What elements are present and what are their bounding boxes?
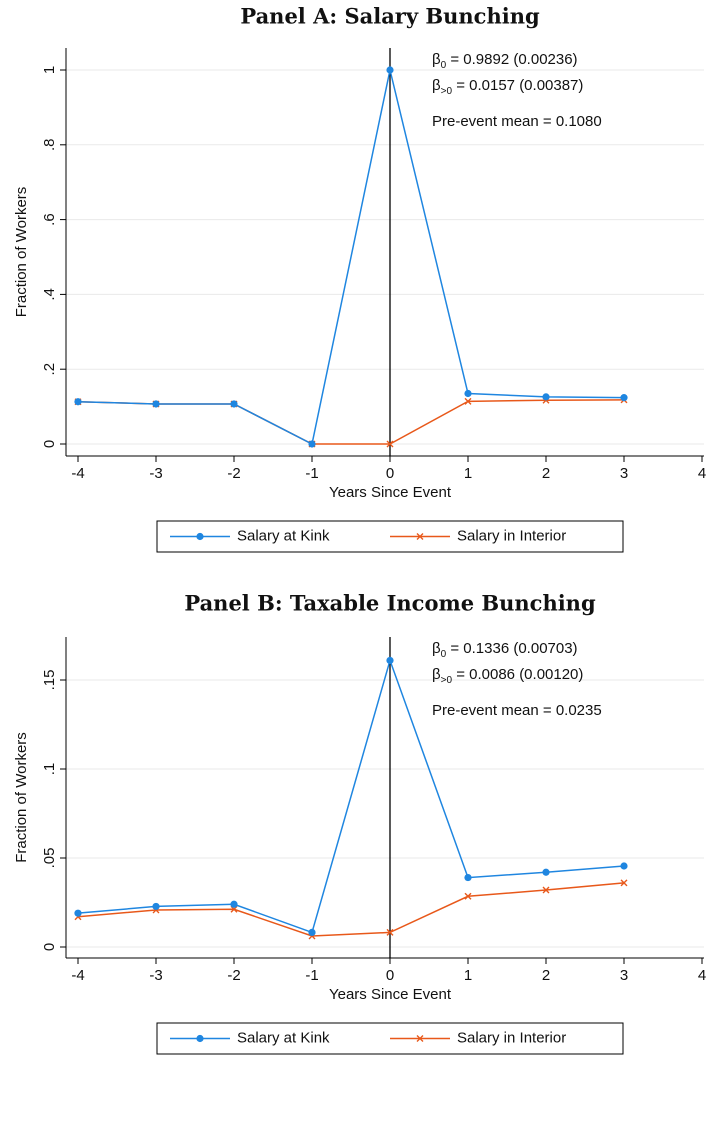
point — [152, 400, 160, 408]
legend-marker — [416, 1035, 424, 1042]
y-tick-label: 0 — [41, 440, 58, 448]
point — [308, 928, 316, 937]
point — [464, 892, 472, 900]
annotation-symbol: β — [432, 51, 441, 68]
x-tick-label: 2 — [542, 967, 550, 984]
x-tick-label: 1 — [464, 967, 472, 984]
point — [542, 886, 550, 894]
annotation: β0 = 0.1336 (0.00703) — [432, 640, 578, 660]
annotation-subscript: 0 — [441, 60, 447, 71]
x-tick-label: 1 — [464, 465, 472, 482]
annotation: Pre-event mean = 0.1080 — [432, 113, 602, 130]
point — [542, 393, 550, 401]
legend-label: Salary at Kink — [237, 527, 330, 544]
legend-entry: Salary in Interior — [390, 1029, 566, 1046]
point — [74, 909, 82, 917]
series — [74, 656, 628, 937]
annotation: Pre-event mean = 0.0235 — [432, 702, 602, 719]
annotation: β>0 = 0.0086 (0.00120) — [432, 666, 583, 686]
annotation-text: = 0.0086 (0.00120) — [452, 666, 583, 683]
x-tick-label: -4 — [71, 465, 84, 482]
x-axis-label: Years Since Event — [329, 484, 452, 501]
series-line — [77, 399, 625, 445]
chart-title: Panel B: Taxable Income Bunching — [184, 591, 596, 616]
legend-marker — [416, 533, 424, 540]
x-tick-label: 3 — [620, 465, 628, 482]
x-tick-label: 2 — [542, 465, 550, 482]
x-axis-label: Years Since Event — [329, 986, 452, 1003]
point — [230, 400, 238, 408]
legend-label: Salary at Kink — [237, 1029, 330, 1046]
x-tick-label: 0 — [386, 465, 394, 482]
x-tick-label: 3 — [620, 967, 628, 984]
annotation-text: Pre-event mean = 0.0235 — [432, 702, 602, 719]
x-tick-label: -2 — [227, 967, 240, 984]
x-tick-label: 4 — [698, 465, 706, 482]
y-tick-label: .8 — [41, 139, 58, 152]
series-line — [77, 69, 625, 446]
point — [386, 928, 394, 936]
legend-marker — [196, 532, 204, 541]
point — [386, 440, 394, 448]
annotation-text: Pre-event mean = 0.1080 — [432, 113, 602, 130]
series-line — [77, 657, 625, 934]
legend-label: Salary in Interior — [457, 1029, 566, 1046]
annotation: β0 = 0.9892 (0.00236) — [432, 51, 578, 71]
x-tick-label: -1 — [305, 465, 318, 482]
point — [74, 398, 82, 406]
annotation-text: = 0.0157 (0.00387) — [452, 77, 583, 94]
y-tick-label: .4 — [41, 288, 58, 301]
point — [308, 440, 316, 448]
x-tick-label: -2 — [227, 465, 240, 482]
point — [386, 656, 394, 665]
annotation: β>0 = 0.0157 (0.00387) — [432, 77, 583, 97]
annotation-text: = 0.9892 (0.00236) — [446, 51, 577, 68]
x-tick-label: -4 — [71, 967, 84, 984]
y-tick-label: 0 — [41, 943, 58, 951]
point — [464, 397, 472, 405]
x-tick-label: 0 — [386, 967, 394, 984]
annotation-subscript: >0 — [441, 86, 453, 97]
legend-entry: Salary at Kink — [170, 1029, 330, 1046]
y-axis-label: Fraction of Workers — [13, 187, 30, 318]
point — [620, 862, 628, 870]
legend-marker — [196, 1034, 204, 1043]
annotation-symbol: β — [432, 666, 441, 683]
point — [152, 902, 160, 911]
annotation-subscript: 0 — [441, 649, 447, 660]
series — [74, 66, 628, 448]
y-axis-label: Fraction of Workers — [13, 732, 30, 863]
point — [386, 66, 394, 74]
y-tick-label: 1 — [41, 66, 58, 74]
point — [620, 879, 628, 887]
legend-entry: Salary in Interior — [390, 527, 566, 544]
x-tick-label: -3 — [149, 967, 162, 984]
point — [230, 900, 238, 908]
series-line — [77, 882, 625, 937]
annotation-symbol: β — [432, 77, 441, 94]
point — [620, 394, 628, 402]
annotation-symbol: β — [432, 640, 441, 657]
point — [464, 873, 472, 882]
y-tick-label: .05 — [41, 848, 58, 869]
x-tick-label: 4 — [698, 967, 706, 984]
point — [542, 868, 550, 876]
annotation-subscript: >0 — [441, 675, 453, 686]
annotation-text: = 0.1336 (0.00703) — [446, 640, 577, 657]
y-tick-label: .2 — [41, 363, 58, 376]
y-tick-label: .6 — [41, 213, 58, 226]
x-tick-label: -3 — [149, 465, 162, 482]
legend-entry: Salary at Kink — [170, 527, 330, 544]
y-tick-label: .1 — [41, 763, 58, 776]
legend-label: Salary in Interior — [457, 527, 566, 544]
x-tick-label: -1 — [305, 967, 318, 984]
y-tick-label: .15 — [41, 670, 58, 691]
point — [464, 389, 472, 398]
chart-title: Panel A: Salary Bunching — [240, 4, 540, 29]
